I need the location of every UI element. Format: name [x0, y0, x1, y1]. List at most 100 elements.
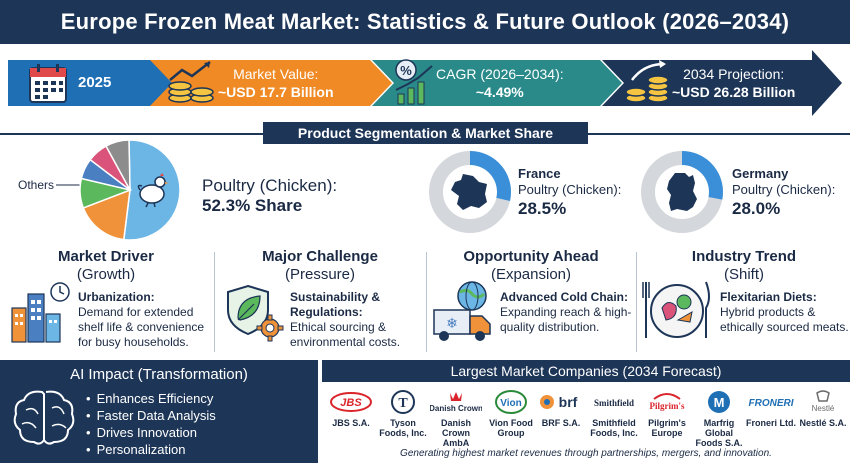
coins-projection-icon	[625, 60, 669, 103]
smithfield-logo: Smithfield	[588, 388, 640, 416]
companies-title: Largest Market Companies (2034 Forecast)	[322, 360, 850, 382]
arrow-cagr	[372, 60, 622, 106]
donut-arc-poultry	[681, 151, 723, 200]
others-label: Others	[18, 178, 55, 192]
poultry-share: 52.3% Share	[202, 196, 303, 215]
company-name: JBS S.A.	[332, 418, 370, 428]
svg-text:M: M	[714, 395, 725, 410]
card-body: Flexitarian Diets: Hybrid products & eth…	[720, 290, 850, 335]
list-item: Personalization	[86, 441, 216, 458]
segmentation-area: Others Poultry (Chicken): 52.3% Share Fr…	[0, 139, 850, 241]
froneri-logo: FRONERI	[746, 388, 796, 416]
title-bar: Europe Frozen Meat Market: Statistics & …	[0, 0, 850, 44]
globe-truck-icon: ❄	[433, 281, 491, 341]
svg-text:Vion: Vion	[500, 398, 521, 409]
tyson-logo: T	[378, 388, 428, 416]
segmentation-title: Product Segmentation & Market Share	[263, 122, 588, 144]
vion-logo: Vion	[484, 388, 538, 416]
svg-text:brf: brf	[559, 394, 578, 410]
divider	[426, 252, 427, 352]
cagr-label: CAGR (2026–2034):	[436, 66, 564, 82]
nestle-logo: Nestlé	[798, 388, 848, 416]
company-brf: brf BRF S.A.	[536, 388, 586, 428]
company-tyson: T Tyson Foods, Inc.	[378, 388, 428, 438]
svg-text:Danish Crown: Danish Crown	[430, 404, 482, 413]
chicken-icon	[137, 173, 169, 208]
card-body-text: Expanding reach & high-quality distribut…	[500, 305, 632, 334]
jbs-logo: JBS	[326, 388, 376, 416]
ai-impact-list: Enhances Efficiency Faster Data Analysis…	[86, 390, 216, 458]
france-value: 28.5%	[518, 199, 567, 218]
others-leader-line	[56, 184, 82, 186]
marfrig-logo: M	[694, 388, 744, 416]
company-name: Froneri Ltd.	[746, 418, 796, 428]
ai-impact-title: AI Impact (Transformation)	[70, 366, 248, 383]
pilgrims-logo: Pilgrim's	[642, 388, 692, 416]
card-title: Major Challenge	[262, 248, 378, 265]
card-title: Industry Trend	[691, 248, 797, 265]
brf-logo: brf	[536, 388, 586, 416]
germany-map-icon	[667, 173, 697, 211]
company-vion: Vion Vion Food Group	[484, 388, 538, 438]
card-market-driver: Market Driver (Growth) Urbanization: Dem…	[0, 244, 212, 358]
card-body: Advanced Cold Chain: Expanding reach & h…	[500, 290, 634, 335]
company-danish-crown: Danish Crown Danish Crown AmbA	[430, 388, 482, 448]
company-name: Smithfield Foods, Inc.	[590, 418, 638, 438]
card-body-bold: Sustainability & Regulations:	[290, 290, 381, 319]
donut-arc-poultry	[469, 151, 511, 201]
company-nestle: Nestlé Nestlé S.A.	[798, 388, 848, 428]
france-map-icon	[451, 174, 487, 210]
company-name: Vion Food Group	[489, 418, 533, 438]
company-froneri: FRONERI Froneri Ltd.	[746, 388, 796, 428]
company-pilgrims: Pilgrim's Pilgrim's Europe	[642, 388, 692, 438]
page-title: Europe Frozen Meat Market: Statistics & …	[60, 9, 790, 34]
svg-text:Pilgrim's: Pilgrim's	[650, 401, 685, 411]
germany-label: Poultry (Chicken):	[732, 182, 836, 197]
card-title: Market Driver	[58, 248, 154, 265]
card-major-challenge: Major Challenge (Pressure) Sustainabilit…	[216, 244, 424, 358]
france-name: France	[518, 166, 561, 181]
divider	[214, 252, 215, 352]
projection-block: 2034 Projection: ~USD 26.28 Billion	[672, 60, 812, 106]
company-name: Nestlé S.A.	[799, 418, 847, 428]
svg-text:❄: ❄	[446, 316, 458, 332]
market-value-label: Market Value:	[233, 66, 319, 82]
company-jbs: JBS JBS S.A.	[326, 388, 376, 428]
company-smithfield: Smithfield Smithfield Foods, Inc.	[588, 388, 640, 438]
card-subtitle: (Expansion)	[490, 266, 572, 283]
svg-text:JBS: JBS	[340, 397, 362, 409]
company-marfrig: M Marfrig Global Foods S.A.	[694, 388, 744, 448]
danish-crown-logo: Danish Crown	[430, 388, 482, 416]
card-subtitle: (Pressure)	[284, 266, 355, 283]
card-body-bold: Advanced Cold Chain:	[500, 290, 629, 304]
brain-icon	[13, 390, 75, 445]
market-value-block: Market Value: ~USD 17.7 Billion	[218, 60, 358, 106]
france-label: Poultry (Chicken):	[518, 182, 622, 197]
companies-panel: Largest Market Companies (2034 Forecast)…	[322, 360, 850, 463]
card-body-text: Ethical sourcing & environmental costs.	[290, 320, 401, 349]
insight-cards: Market Driver (Growth) Urbanization: Dem…	[0, 244, 850, 358]
germany-value: 28.0%	[732, 199, 781, 218]
poultry-label: Poultry (Chicken):	[202, 176, 338, 195]
svg-text:Smithfield: Smithfield	[594, 398, 634, 408]
company-name: Tyson Foods, Inc.	[379, 418, 427, 438]
company-name: BRF S.A.	[541, 418, 581, 428]
card-title: Opportunity Ahead	[463, 248, 599, 265]
company-name: Danish Crown AmbA	[440, 418, 471, 448]
list-item: Drives Innovation	[86, 424, 216, 441]
timeline: 2025 Market Value: ~USD 17.7 Billion %	[0, 44, 850, 122]
card-subtitle: (Growth)	[76, 266, 136, 283]
plate-cutlery-icon	[642, 281, 710, 338]
city-clock-icon	[11, 282, 70, 343]
svg-text:T: T	[398, 396, 408, 411]
percent-growth-icon: %	[395, 59, 433, 105]
market-value: ~USD 17.7 Billion	[218, 84, 334, 100]
projection-label: 2034 Projection:	[683, 66, 785, 82]
ai-impact-panel: AI Impact (Transformation) Enhances Effi…	[0, 360, 318, 463]
germany-name: Germany	[732, 166, 789, 181]
company-name: Pilgrim's Europe	[648, 418, 686, 438]
cagr-block: CAGR (2026–2034): ~4.49%	[436, 60, 586, 106]
svg-text:FRONERI: FRONERI	[749, 398, 794, 409]
germany-donut-chart	[641, 151, 723, 233]
